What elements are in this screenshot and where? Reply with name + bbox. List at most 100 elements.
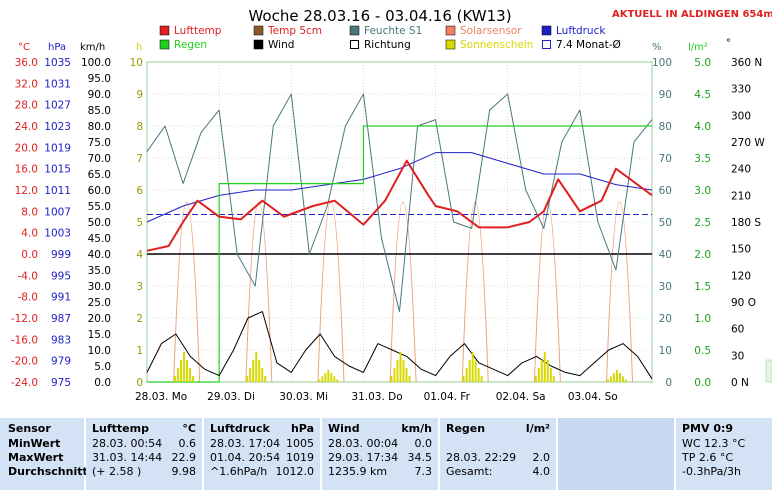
legend-swatch-8 — [445, 39, 456, 50]
humidity-tick-label: 40 — [659, 249, 672, 261]
legend-swatch-0 — [159, 25, 170, 36]
rain-tick-label: 3.0 — [694, 185, 711, 197]
humidity-tick-label: 20 — [659, 313, 672, 325]
sunshine-bar — [333, 376, 336, 382]
humidity-tick-label: 60 — [659, 185, 672, 197]
legend-label-1: Temp 5cm — [267, 25, 322, 37]
stats-lufttemp-max: 22.9 — [171, 451, 197, 464]
axis-units: °C hPa km/h h % l/m² ° — [18, 38, 731, 53]
direction-tick-label: 150 — [731, 244, 751, 256]
wind-tick-label: 30.0 — [88, 281, 111, 293]
rain-line — [147, 125, 652, 383]
stats-wind-min: 0.0 — [414, 437, 433, 450]
stats-lufttemp-header: Lufttemp — [92, 422, 149, 435]
pressure-tick-label: 991 — [51, 292, 71, 304]
legend-label-6: Wind — [268, 39, 294, 51]
stats-regen-max: 2.0 — [532, 451, 551, 464]
pressure-line — [146, 152, 653, 223]
sun-tick-label: 9 — [136, 89, 143, 101]
rain-tick-label: 0.5 — [694, 345, 711, 357]
pressure-tick-label: 1003 — [44, 228, 71, 240]
legend-swatch-1 — [253, 25, 264, 36]
wind-unit: km/h — [80, 42, 105, 53]
temp-tick-label: 20.0 — [15, 142, 38, 154]
stats-lufttemp-avg: 9.98 — [171, 465, 197, 478]
legend-swatch-2 — [349, 25, 360, 36]
sunshine-bar — [399, 352, 402, 382]
sunshine-bar — [327, 370, 330, 382]
sunshine-bar — [405, 368, 408, 382]
sunshine-bar — [477, 368, 480, 382]
legend-label-7: Richtung — [364, 39, 411, 51]
wind-tick-label: 35.0 — [88, 265, 111, 277]
humidity-tick-label: 0 — [665, 377, 672, 389]
sunshine-bar — [465, 368, 468, 382]
stats-wind-distance: 1235.9 km — [328, 465, 388, 478]
temp-tick-label: -24.0 — [11, 377, 38, 389]
pressure-tick-label: 995 — [51, 270, 71, 282]
stats-pmv-dewpoint: TP 2.6 °C — [682, 451, 734, 464]
direction-tick-label: 240 — [731, 164, 751, 176]
pressure-tick-label: 1035 — [44, 57, 71, 69]
direction-tick-label: 90 O — [731, 297, 756, 309]
legend-swatch-3 — [445, 25, 456, 36]
sunshine-bar — [177, 368, 180, 382]
wind-tick-label: 75.0 — [88, 137, 111, 149]
pressure-tick-label: 1007 — [44, 206, 71, 218]
stats-lufttemp-column: Lufttemp °C 28.03. 00:54 0.6 31.03. 14:44 2… — [86, 418, 204, 490]
sunshine-bar — [192, 376, 195, 382]
sunshine-bar — [336, 379, 339, 382]
humidity-tick-label: 50 — [659, 217, 672, 229]
stats-blank-column — [558, 418, 676, 490]
sun-unit: h — [136, 42, 142, 53]
statistics-panel: Sensor MinWert MaxWert Durchschnitt Luft… — [0, 418, 772, 490]
sun-tick-label: 10 — [130, 57, 143, 69]
weather-chart: Woche 28.03.16 - 03.04.16 (KW13) AKTUELL… — [11, 7, 772, 403]
wind-tick-label: 20.0 — [88, 313, 111, 325]
chart-title: Woche 28.03.16 - 03.04.16 (KW13) — [248, 7, 511, 25]
sunshine-bar — [174, 376, 177, 382]
wind-tick-label: 95.0 — [88, 73, 111, 85]
pressure-tick-label: 1015 — [44, 164, 71, 176]
sunshine-bar — [249, 368, 252, 382]
x-tick-label: 28.03. Mo — [135, 391, 187, 403]
pressure-tick-label: 1027 — [44, 100, 71, 112]
temp-tick-label: 4.0 — [21, 228, 38, 240]
humidity-tick-label: 80 — [659, 121, 672, 133]
stats-wind-column: Wind km/h 28.03. 00:04 0.0 29.03. 17:34 34.… — [322, 418, 440, 490]
wind-tick-label: 0.0 — [94, 377, 111, 389]
sunshine-bar — [618, 373, 621, 382]
pressure-tick-label: 979 — [51, 356, 71, 368]
sunshine-bar — [330, 373, 333, 382]
stats-row-max: MaxWert — [8, 451, 64, 464]
temp-tick-label: 32.0 — [15, 78, 38, 90]
solar-curve — [606, 201, 634, 383]
sunshine-bar — [318, 379, 321, 382]
legend-swatch-4 — [541, 25, 552, 36]
direction-tick-label: 210 — [731, 190, 751, 202]
legend-swatch-5 — [159, 39, 170, 50]
sunshine-bar — [261, 368, 264, 382]
stats-lufttemp-trend: (+ 2.58 ) — [92, 465, 142, 478]
stats-pmv-windchill: WC 12.3 °C — [682, 437, 746, 450]
stats-sensor-header: Sensor — [8, 422, 51, 435]
humidity-tick-label: 90 — [659, 89, 672, 101]
legend-swatch-7 — [350, 40, 359, 49]
plot-area — [146, 61, 772, 383]
stats-luftdruck-max-time: 01.04. 20:54 — [210, 451, 281, 464]
wind-tick-label: 85.0 — [88, 105, 111, 117]
sun-tick-label: 6 — [136, 185, 143, 197]
stats-pmv-trend: -0.3hPa/3h — [682, 465, 741, 478]
chart-legend: Lufttemp Temp 5cm Feuchte S1 Solarsensor Luf… — [159, 25, 621, 51]
sunshine-bar — [606, 379, 609, 382]
temp-tick-label: -4.0 — [18, 270, 39, 282]
stats-luftdruck-header: Luftdruck — [210, 422, 270, 435]
temp-tick-label: 16.0 — [15, 164, 38, 176]
location-badge: AKTUELL IN ALDINGEN 654mNN — [612, 9, 772, 20]
x-tick-label: 01.04. Fr — [424, 391, 471, 403]
rain-tick-label: 1.5 — [694, 281, 711, 293]
sun-tick-label: 0 — [136, 377, 143, 389]
sunshine-bar — [402, 360, 405, 382]
sunshine-bar — [468, 360, 471, 382]
sunshine-bar — [615, 370, 618, 382]
